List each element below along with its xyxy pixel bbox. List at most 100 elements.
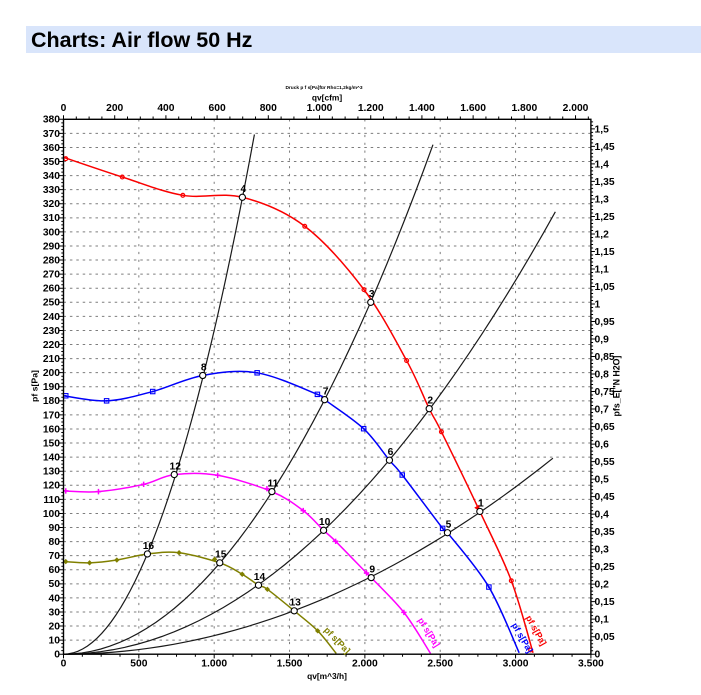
svg-text:600: 600 [209, 103, 226, 114]
svg-text:340: 340 [43, 171, 60, 182]
svg-text:8: 8 [201, 362, 207, 373]
svg-text:qv[cfm]: qv[cfm] [312, 93, 342, 103]
svg-text:210: 210 [43, 354, 60, 365]
svg-text:220: 220 [43, 340, 60, 351]
svg-text:240: 240 [43, 312, 60, 323]
svg-text:200: 200 [106, 103, 123, 114]
svg-text:10: 10 [319, 517, 331, 528]
svg-text:7: 7 [323, 387, 329, 398]
svg-text:1.800: 1.800 [511, 103, 537, 114]
svg-text:0,65: 0,65 [595, 422, 615, 433]
svg-text:1.000: 1.000 [307, 103, 333, 114]
svg-text:370: 370 [43, 129, 60, 140]
svg-text:pfs_E["N H2O]: pfs_E["N H2O] [612, 355, 622, 416]
svg-text:310: 310 [43, 213, 60, 224]
svg-text:3: 3 [369, 289, 375, 300]
svg-text:0,55: 0,55 [595, 457, 615, 468]
svg-text:1,3: 1,3 [595, 194, 610, 205]
svg-text:500: 500 [130, 659, 147, 670]
svg-text:1,35: 1,35 [595, 177, 615, 188]
svg-text:120: 120 [43, 481, 60, 492]
svg-text:400: 400 [157, 103, 174, 114]
svg-text:0,1: 0,1 [595, 615, 610, 626]
svg-text:0,15: 0,15 [595, 597, 615, 608]
svg-text:180: 180 [43, 396, 60, 407]
svg-text:6: 6 [388, 447, 394, 458]
svg-text:1: 1 [478, 498, 484, 509]
svg-text:1.600: 1.600 [460, 103, 486, 114]
svg-text:qv[m^3/h]: qv[m^3/h] [307, 671, 347, 681]
svg-text:pf s[Pa]: pf s[Pa] [29, 370, 39, 402]
svg-text:60: 60 [49, 565, 61, 576]
svg-text:280: 280 [43, 255, 60, 266]
svg-text:13: 13 [289, 598, 301, 609]
svg-text:4: 4 [240, 184, 246, 195]
svg-text:0,5: 0,5 [595, 475, 610, 486]
svg-text:14: 14 [254, 572, 266, 583]
svg-text:0,25: 0,25 [595, 562, 615, 573]
svg-text:70: 70 [49, 551, 61, 562]
svg-text:170: 170 [43, 410, 60, 421]
svg-text:2: 2 [427, 396, 433, 407]
svg-text:1.000: 1.000 [201, 659, 227, 670]
svg-text:0: 0 [61, 103, 67, 114]
svg-text:3.500: 3.500 [578, 659, 604, 670]
svg-text:16: 16 [143, 541, 155, 552]
svg-text:10: 10 [49, 636, 61, 647]
svg-text:1.200: 1.200 [358, 103, 384, 114]
svg-text:0,6: 0,6 [595, 439, 610, 450]
svg-text:20: 20 [49, 621, 61, 632]
svg-text:3.000: 3.000 [503, 659, 529, 670]
svg-text:0: 0 [54, 650, 60, 661]
svg-text:0,8: 0,8 [595, 369, 610, 380]
svg-text:1.500: 1.500 [277, 659, 303, 670]
svg-text:15: 15 [215, 550, 227, 561]
svg-text:250: 250 [43, 298, 60, 309]
svg-text:1,05: 1,05 [595, 282, 615, 293]
svg-text:0,4: 0,4 [595, 510, 610, 521]
svg-text:0,95: 0,95 [595, 317, 615, 328]
svg-text:90: 90 [49, 523, 61, 534]
svg-text:150: 150 [43, 438, 60, 449]
svg-text:260: 260 [43, 284, 60, 295]
svg-text:330: 330 [43, 185, 60, 196]
svg-text:230: 230 [43, 326, 60, 337]
svg-text:1.400: 1.400 [409, 103, 435, 114]
svg-text:Druck p f s[Pa]für Rho=1,2kg/m: Druck p f s[Pa]für Rho=1,2kg/m^3 [285, 85, 362, 91]
svg-text:1,2: 1,2 [595, 229, 610, 240]
svg-text:11: 11 [267, 478, 278, 489]
svg-text:200: 200 [43, 368, 60, 379]
svg-text:800: 800 [260, 103, 277, 114]
svg-text:1: 1 [595, 299, 601, 310]
svg-text:40: 40 [49, 593, 61, 604]
svg-text:9: 9 [369, 564, 375, 575]
svg-text:0,7: 0,7 [595, 404, 610, 415]
svg-text:0,05: 0,05 [595, 632, 615, 643]
svg-text:130: 130 [43, 467, 60, 478]
svg-text:380: 380 [43, 115, 60, 126]
svg-text:140: 140 [43, 453, 60, 464]
svg-text:0,75: 0,75 [595, 387, 615, 398]
svg-text:1,45: 1,45 [595, 142, 615, 153]
svg-text:0,3: 0,3 [595, 545, 610, 556]
svg-text:360: 360 [43, 143, 60, 154]
svg-text:2.000: 2.000 [563, 103, 589, 114]
svg-text:0: 0 [595, 650, 601, 661]
svg-text:5: 5 [446, 520, 452, 531]
svg-text:2.500: 2.500 [427, 659, 453, 670]
svg-text:160: 160 [43, 424, 60, 435]
svg-text:0: 0 [61, 659, 67, 670]
svg-text:1,15: 1,15 [595, 247, 615, 258]
svg-text:12: 12 [170, 461, 182, 472]
svg-text:0,45: 0,45 [595, 492, 615, 503]
svg-text:290: 290 [43, 241, 60, 252]
svg-text:80: 80 [49, 537, 61, 548]
svg-text:110: 110 [43, 495, 60, 506]
svg-text:300: 300 [43, 227, 60, 238]
svg-text:0,85: 0,85 [595, 352, 615, 363]
svg-text:0,2: 0,2 [595, 580, 610, 591]
svg-text:pf s[Pa]: pf s[Pa] [416, 616, 442, 649]
svg-text:320: 320 [43, 199, 60, 210]
svg-text:1,1: 1,1 [595, 264, 610, 275]
svg-text:1,25: 1,25 [595, 212, 615, 223]
